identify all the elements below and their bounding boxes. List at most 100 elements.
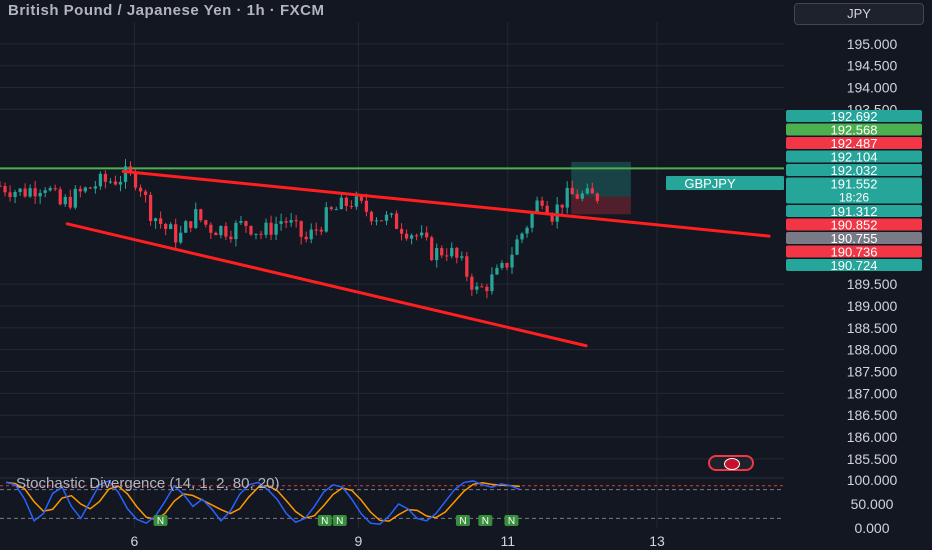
candle[interactable] xyxy=(500,263,504,268)
candle[interactable] xyxy=(189,221,193,228)
candle[interactable] xyxy=(510,254,514,268)
candle[interactable] xyxy=(78,188,82,192)
candle[interactable] xyxy=(384,214,389,221)
candle[interactable] xyxy=(33,188,37,197)
candle[interactable] xyxy=(575,194,579,199)
candle[interactable] xyxy=(148,194,153,222)
candle[interactable] xyxy=(480,286,484,288)
candle[interactable] xyxy=(53,188,57,190)
candle[interactable] xyxy=(590,188,594,194)
candle[interactable] xyxy=(63,196,67,205)
candle[interactable] xyxy=(68,196,72,208)
candle[interactable] xyxy=(525,227,529,234)
candle[interactable] xyxy=(490,274,494,292)
candle[interactable] xyxy=(138,187,143,192)
candle[interactable] xyxy=(249,225,253,235)
candle[interactable] xyxy=(399,228,404,234)
candle[interactable] xyxy=(440,248,444,256)
candle[interactable] xyxy=(389,213,394,215)
candle[interactable] xyxy=(535,200,539,214)
candle[interactable] xyxy=(264,222,268,235)
candle[interactable] xyxy=(103,173,108,182)
candle[interactable] xyxy=(319,229,323,232)
candle[interactable] xyxy=(475,286,479,290)
indicator-label[interactable]: Stochastic Divergence (14, 1, 2, 80, 20) xyxy=(16,475,280,492)
long-position-target-zone[interactable] xyxy=(571,161,631,197)
candle[interactable] xyxy=(299,221,303,237)
candle[interactable] xyxy=(414,235,419,237)
candle[interactable] xyxy=(570,187,574,195)
candle[interactable] xyxy=(530,213,534,228)
candle[interactable] xyxy=(123,166,128,182)
candle[interactable] xyxy=(394,213,399,229)
candle[interactable] xyxy=(179,232,183,243)
candle[interactable] xyxy=(430,237,434,261)
candle[interactable] xyxy=(550,214,554,222)
candle[interactable] xyxy=(515,239,519,255)
candle[interactable] xyxy=(279,221,283,224)
candle[interactable] xyxy=(460,256,464,258)
candle[interactable] xyxy=(565,187,569,208)
upper-trendline[interactable] xyxy=(121,169,771,238)
candle[interactable] xyxy=(48,188,52,191)
candle[interactable] xyxy=(83,187,87,192)
candle[interactable] xyxy=(455,247,459,258)
candle[interactable] xyxy=(409,235,414,239)
candle[interactable] xyxy=(404,233,409,239)
candle[interactable] xyxy=(314,229,318,231)
candle[interactable] xyxy=(540,200,544,206)
candle[interactable] xyxy=(344,197,348,206)
candle[interactable] xyxy=(585,188,589,194)
candle[interactable] xyxy=(169,224,173,229)
candle[interactable] xyxy=(470,276,474,290)
candle[interactable] xyxy=(239,221,243,223)
candle[interactable] xyxy=(339,197,343,210)
candle[interactable] xyxy=(3,186,7,193)
candle[interactable] xyxy=(560,204,564,208)
candle[interactable] xyxy=(369,211,374,222)
candle[interactable] xyxy=(254,233,258,235)
candle[interactable] xyxy=(309,229,313,240)
candle[interactable] xyxy=(209,224,213,233)
candle[interactable] xyxy=(118,181,123,185)
candle[interactable] xyxy=(204,220,208,225)
candle[interactable] xyxy=(364,200,369,212)
candle[interactable] xyxy=(545,205,549,215)
candle[interactable] xyxy=(284,221,288,223)
candle[interactable] xyxy=(8,192,12,198)
candle[interactable] xyxy=(58,189,62,205)
candle[interactable] xyxy=(304,236,308,240)
candle[interactable] xyxy=(23,188,27,197)
candle[interactable] xyxy=(445,255,449,257)
candle[interactable] xyxy=(164,223,168,229)
candle[interactable] xyxy=(158,218,163,224)
candle[interactable] xyxy=(379,220,384,222)
candle[interactable] xyxy=(580,193,584,199)
candle[interactable] xyxy=(274,223,278,235)
candle[interactable] xyxy=(259,233,263,235)
candle[interactable] xyxy=(420,232,424,236)
candle[interactable] xyxy=(219,226,223,236)
candle[interactable] xyxy=(214,232,218,236)
candle[interactable] xyxy=(359,196,364,201)
candle[interactable] xyxy=(128,166,133,172)
candle[interactable] xyxy=(28,188,32,197)
candle[interactable] xyxy=(43,190,47,193)
candle[interactable] xyxy=(425,232,429,238)
candle[interactable] xyxy=(153,218,158,222)
candle[interactable] xyxy=(349,205,354,207)
candle[interactable] xyxy=(354,196,359,207)
candle[interactable] xyxy=(229,236,233,240)
candle[interactable] xyxy=(108,181,113,183)
candle[interactable] xyxy=(289,220,293,223)
candle[interactable] xyxy=(374,220,379,222)
currency-button[interactable]: JPY xyxy=(794,3,924,25)
candle[interactable] xyxy=(324,207,328,232)
candle[interactable] xyxy=(234,222,238,240)
candle[interactable] xyxy=(334,209,338,211)
long-position-stop-zone[interactable] xyxy=(571,196,631,215)
candle[interactable] xyxy=(485,286,489,292)
candle[interactable] xyxy=(174,224,178,243)
candle[interactable] xyxy=(224,226,228,237)
